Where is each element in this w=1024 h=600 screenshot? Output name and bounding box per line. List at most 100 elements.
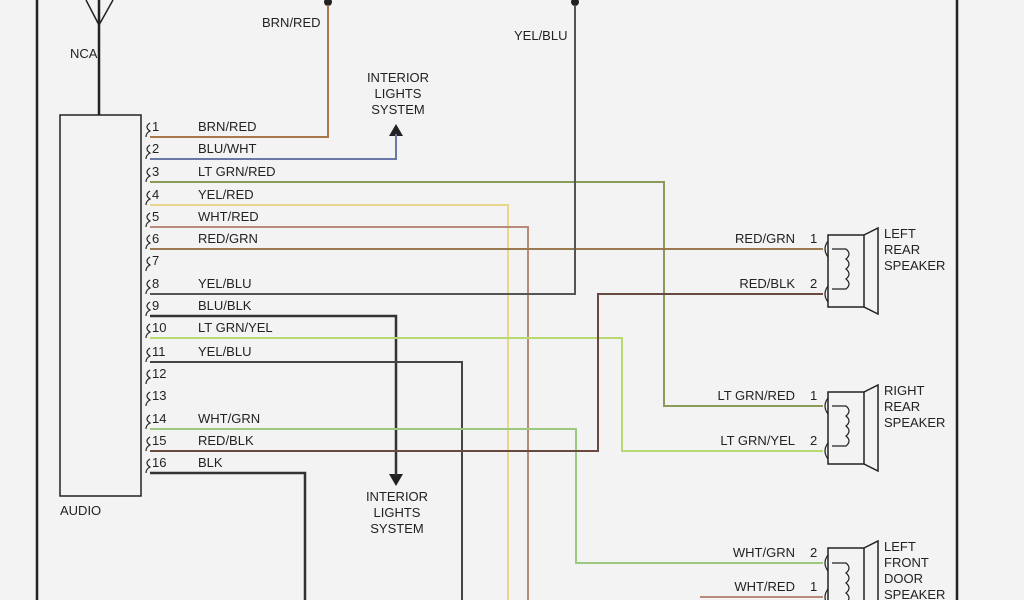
pin-number: 13	[152, 388, 166, 403]
pin-wire-label: LT GRN/YEL	[198, 320, 273, 335]
speaker-wire-label: LT GRN/RED	[717, 388, 795, 403]
coil-icon	[832, 405, 850, 447]
speaker-name: FRONT	[884, 555, 929, 570]
speaker-pin-number: 1	[810, 231, 817, 246]
svg-text:LIGHTS: LIGHTS	[375, 86, 422, 101]
pin-number: 1	[152, 119, 159, 134]
pin-number: 16	[152, 455, 166, 470]
wire-pin1	[150, 5, 329, 138]
speaker-pin-number: 2	[810, 276, 817, 291]
pin-wire-label: RED/BLK	[198, 433, 254, 448]
speaker-icon	[827, 547, 865, 600]
wire-pin10	[150, 337, 823, 452]
pin-4: 4 YEL/RED	[145, 187, 254, 206]
wire-pin9	[150, 314, 398, 476]
pin-number: 3	[152, 164, 159, 179]
wires	[150, 5, 823, 600]
pin-wire-label: YEL/BLU	[198, 344, 251, 359]
pin-12: 12	[145, 366, 166, 385]
svg-text:SYSTEM: SYSTEM	[370, 521, 423, 536]
pin-number: 5	[152, 209, 159, 224]
pin-8: 8 YEL/BLU	[145, 276, 251, 295]
pin-number: 15	[152, 433, 166, 448]
svg-text:SYSTEM: SYSTEM	[371, 102, 424, 117]
pin-number: 2	[152, 141, 159, 156]
speaker-wire-label: LT GRN/YEL	[720, 433, 795, 448]
coil-icon	[832, 248, 850, 290]
pin-wire-label: BRN/RED	[198, 119, 257, 134]
speaker-wire-label: WHT/GRN	[733, 545, 795, 560]
wire-pin11	[150, 361, 463, 600]
pin-number: 6	[152, 231, 159, 246]
speaker-name: SPEAKER	[884, 258, 945, 273]
speaker-name: SPEAKER	[884, 587, 945, 600]
interior-lights-top: INTERIOR LIGHTS SYSTEM	[367, 70, 429, 136]
speaker-name: SPEAKER	[884, 415, 945, 430]
pin-3: 3 LT GRN/RED	[145, 164, 276, 183]
pin-wire-label: LT GRN/RED	[198, 164, 276, 179]
pin-16: 16 BLK	[145, 455, 223, 474]
antenna-label: NCA	[70, 46, 98, 61]
audio-unit	[59, 114, 142, 497]
arrow-up-icon	[389, 124, 403, 136]
svg-text:LIGHTS: LIGHTS	[374, 505, 421, 520]
top-label-brn-red: BRN/RED	[262, 15, 321, 30]
pin-number: 12	[152, 366, 166, 381]
svg-text:INTERIOR: INTERIOR	[367, 70, 429, 85]
speaker-wire-label: RED/BLK	[739, 276, 795, 291]
pin-number: 4	[152, 187, 159, 202]
pin-9: 9 BLU/BLK	[145, 298, 252, 317]
speaker-icon	[827, 234, 865, 308]
pin-wire-label: RED/GRN	[198, 231, 258, 246]
pin-6: 6 RED/GRN	[145, 231, 258, 250]
wire-pin5	[150, 226, 529, 600]
wire-pin4	[150, 204, 509, 600]
speaker-name: LEFT	[884, 539, 916, 554]
pin-number: 8	[152, 276, 159, 291]
pin-wire-label: BLK	[198, 455, 223, 470]
pin-wire-label: WHT/RED	[198, 209, 259, 224]
pin-number: 9	[152, 298, 159, 313]
arrow-down-icon	[389, 474, 403, 486]
speaker-name: REAR	[884, 399, 920, 414]
pin-13: 13	[145, 388, 166, 407]
coil-icon	[832, 562, 850, 600]
speaker-pin-number: 1	[810, 579, 817, 594]
pin-wire-label: WHT/GRN	[198, 411, 260, 426]
pin-number: 11	[152, 344, 166, 359]
pin-10: 10 LT GRN/YEL	[145, 320, 273, 339]
antenna-icon	[85, 0, 114, 115]
pin-number: 10	[152, 320, 166, 335]
speaker-name: DOOR	[884, 571, 923, 586]
speaker-icon	[827, 391, 865, 465]
pin-1: 1 BRN/RED	[145, 119, 257, 138]
wire-pin16	[150, 471, 307, 600]
pin-number: 7	[152, 253, 159, 268]
speaker-wire-label: RED/GRN	[735, 231, 795, 246]
splice-dot	[324, 0, 332, 6]
pin-wire-label: YEL/BLU	[198, 276, 251, 291]
speaker-pin-number: 2	[810, 545, 817, 560]
pin-15: 15 RED/BLK	[145, 433, 254, 452]
speaker-name: LEFT	[884, 226, 916, 241]
pin-14: 14 WHT/GRN	[145, 411, 260, 430]
pin-5: 5 WHT/RED	[145, 209, 259, 228]
pin-wire-label: YEL/RED	[198, 187, 254, 202]
speaker-name: RIGHT	[884, 383, 925, 398]
speaker-name: REAR	[884, 242, 920, 257]
pin-wire-label: BLU/WHT	[198, 141, 257, 156]
top-label-yel-blu: YEL/BLU	[514, 28, 567, 43]
pin-wire-label: BLU/BLK	[198, 298, 252, 313]
pin-11: 11 YEL/BLU	[145, 344, 251, 363]
wire-pin2	[150, 134, 397, 160]
pin-number: 14	[152, 411, 166, 426]
audio-connector: 1 BRN/RED 2 BLU/WHT 3 LT GRN/RED 4 YEL/RED 5 WHT/…	[145, 119, 276, 474]
speaker-pin-number: 2	[810, 433, 817, 448]
pin-2: 2 BLU/WHT	[145, 141, 257, 160]
interior-lights-bottom: INTERIOR LIGHTS SYSTEM	[366, 474, 428, 536]
